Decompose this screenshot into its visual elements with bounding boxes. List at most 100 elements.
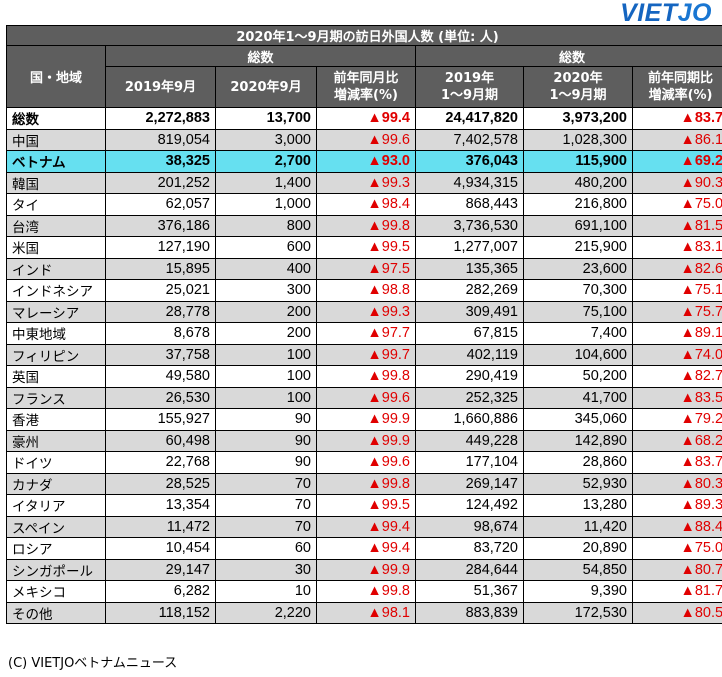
value-2019-q1-q3: 67,815 [415, 322, 524, 345]
value-2019-q1-q3: 1,660,886 [415, 408, 524, 431]
value-2020-q1-q3: 172,530 [523, 601, 633, 624]
sub-header-line: 2019年9月 [124, 79, 197, 95]
sub-header-line: 1～9月期 [440, 88, 499, 103]
value-2020-q1-q3: 9,390 [523, 580, 633, 603]
value-2020-q1-q3: 70,300 [523, 279, 633, 302]
value-2020-sep: 1,000 [215, 193, 317, 216]
value-2019-sep: 201,252 [105, 171, 216, 194]
region-name: 台湾 [6, 214, 106, 237]
rate-yoy-month: ▲99.5 [316, 236, 416, 259]
rate-yoy-month: ▲99.9 [316, 408, 416, 431]
sub-header-line: 増減率(%) [334, 88, 398, 103]
value-2019-q1-q3: 24,417,820 [415, 107, 524, 130]
logo-accent-text: JO [677, 0, 712, 27]
value-2020-q1-q3: 28,860 [523, 451, 633, 474]
region-name: ロシア [6, 537, 106, 560]
value-2019-q1-q3: 376,043 [415, 150, 524, 173]
value-2020-sep: 300 [215, 279, 317, 302]
table-row: ロシア 10,454 60 ▲99.4 83,720 20,890 ▲75.0 [6, 537, 722, 560]
region-name: フランス [6, 386, 106, 409]
table-row: 米国 127,190 600 ▲99.5 1,277,007 215,900 ▲83.1 [6, 236, 722, 259]
value-2019-q1-q3: 252,325 [415, 386, 524, 409]
region-name: マレーシア [6, 300, 106, 323]
value-2019-q1-q3: 309,491 [415, 300, 524, 323]
value-2019-sep: 15,895 [105, 257, 216, 280]
monthly-group-header: 総数 [105, 45, 416, 67]
value-2020-q1-q3: 115,900 [523, 150, 633, 173]
value-2019-sep: 8,678 [105, 322, 216, 345]
rate-yoy-period: ▲83.5 [631, 386, 722, 409]
region-name: 米国 [6, 236, 106, 259]
value-2020-sep: 90 [215, 451, 317, 474]
rate-yoy-period: ▲74.0 [631, 343, 722, 366]
value-2020-sep: 800 [215, 214, 317, 237]
region-name: カナダ [6, 472, 106, 495]
rate-yoy-month: ▲99.4 [316, 515, 416, 538]
sub-header-line: 1～9月期 [549, 88, 607, 103]
region-name: シンガポール [6, 558, 106, 581]
rate-yoy-period: ▲75.1 [631, 279, 722, 302]
rate-yoy-month: ▲99.8 [316, 214, 416, 237]
region-header: 国・地域 [6, 45, 106, 108]
value-2020-q1-q3: 691,100 [523, 214, 633, 237]
value-2019-q1-q3: 282,269 [415, 279, 524, 302]
table-row: 英国 49,580 100 ▲99.8 290,419 50,200 ▲82.7 [6, 365, 722, 388]
table-row: 中国 819,054 3,000 ▲99.6 7,402,578 1,028,300 ▲86… [6, 128, 722, 151]
value-2020-sep: 30 [215, 558, 317, 581]
table-row: フィリピン 37,758 100 ▲99.7 402,119 104,600 ▲74.0 [6, 343, 722, 366]
value-2019-q1-q3: 7,402,578 [415, 128, 524, 151]
value-2020-q1-q3: 345,060 [523, 408, 633, 431]
sub-header-line: 2020年9月 [230, 79, 302, 95]
table-row: 韓国 201,252 1,400 ▲99.3 4,934,315 480,200 ▲90.3 [6, 171, 722, 194]
rate-yoy-period: ▲80.7 [631, 558, 722, 581]
header-2020-sep: 2020年9月 [215, 66, 317, 108]
value-2020-q1-q3: 52,930 [523, 472, 633, 495]
value-2019-sep: 28,778 [105, 300, 216, 323]
value-2019-sep: 25,021 [105, 279, 216, 302]
value-2019-q1-q3: 124,492 [415, 494, 524, 517]
value-2019-sep: 62,057 [105, 193, 216, 216]
rate-yoy-month: ▲99.7 [316, 343, 416, 366]
table-row: インド 15,895 400 ▲97.5 135,365 23,600 ▲82.6 [6, 257, 722, 280]
table-row: マレーシア 28,778 200 ▲99.3 309,491 75,100 ▲75.7 [6, 300, 722, 323]
rate-yoy-period: ▲82.7 [631, 365, 722, 388]
value-2020-q1-q3: 480,200 [523, 171, 633, 194]
value-2020-sep: 400 [215, 257, 317, 280]
table-row: インドネシア 25,021 300 ▲98.8 282,269 70,300 ▲75.1 [6, 279, 722, 302]
rate-yoy-period: ▲86.1 [631, 128, 722, 151]
value-2019-sep: 28,525 [105, 472, 216, 495]
rate-yoy-period: ▲80.3 [631, 472, 722, 495]
value-2019-sep: 49,580 [105, 365, 216, 388]
rate-yoy-month: ▲99.5 [316, 494, 416, 517]
region-name: インドネシア [6, 279, 106, 302]
value-2019-q1-q3: 449,228 [415, 429, 524, 452]
value-2020-q1-q3: 142,890 [523, 429, 633, 452]
table-row: 香港 155,927 90 ▲99.9 1,660,886 345,060 ▲79.2 [6, 408, 722, 431]
rate-yoy-period: ▲90.3 [631, 171, 722, 194]
sub-header-line: 2019年 [444, 71, 495, 86]
vietjo-logo: VIETJO [620, 0, 712, 27]
value-2019-q1-q3: 284,644 [415, 558, 524, 581]
rate-yoy-period: ▲75.0 [631, 193, 722, 216]
rate-yoy-month: ▲99.8 [316, 580, 416, 603]
region-name: ベトナム [6, 150, 106, 173]
region-name: 韓国 [6, 171, 106, 194]
rate-yoy-month: ▲93.0 [316, 150, 416, 173]
region-name: 英国 [6, 365, 106, 388]
table-row: 中東地域 8,678 200 ▲97.7 67,815 7,400 ▲89.1 [6, 322, 722, 345]
value-2019-q1-q3: 98,674 [415, 515, 524, 538]
header-2019-sep: 2019年9月 [105, 66, 216, 108]
value-2020-q1-q3: 50,200 [523, 365, 633, 388]
value-2019-q1-q3: 135,365 [415, 257, 524, 280]
value-2019-sep: 60,498 [105, 429, 216, 452]
rate-yoy-month: ▲99.6 [316, 386, 416, 409]
table-row: 豪州 60,498 90 ▲99.9 449,228 142,890 ▲68.2 [6, 429, 722, 452]
value-2020-sep: 13,700 [215, 107, 317, 130]
value-2019-sep: 37,758 [105, 343, 216, 366]
rate-yoy-month: ▲99.8 [316, 472, 416, 495]
table-row: その他 118,152 2,220 ▲98.1 883,839 172,530 ▲80.5 [6, 601, 722, 624]
value-2019-sep: 155,927 [105, 408, 216, 431]
value-2020-sep: 90 [215, 408, 317, 431]
value-2020-q1-q3: 1,028,300 [523, 128, 633, 151]
value-2020-sep: 600 [215, 236, 317, 259]
